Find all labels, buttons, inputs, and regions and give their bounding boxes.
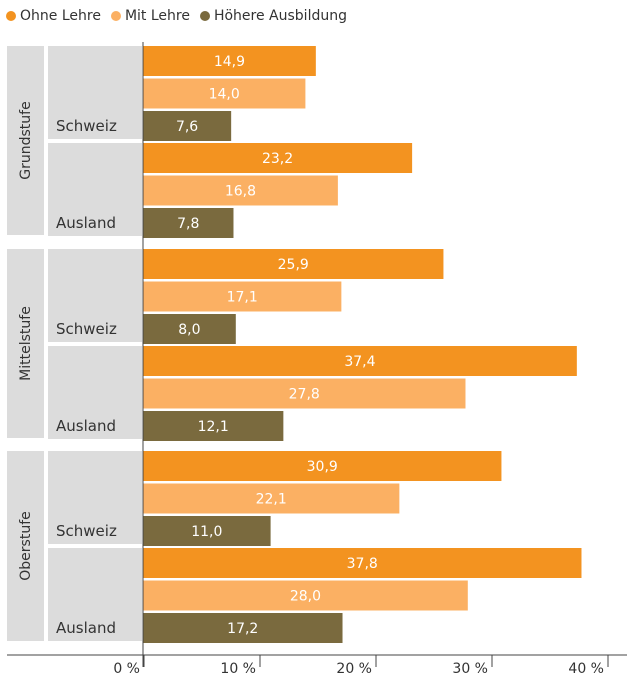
bar (143, 175, 338, 206)
bar (143, 516, 271, 546)
data-label: 27,8 (289, 387, 320, 403)
bar (143, 249, 444, 279)
data-label: 7,6 (176, 119, 198, 135)
x-tick-label: 10 % (220, 661, 256, 677)
group-label: Grundstufe (18, 101, 34, 179)
bar (143, 483, 400, 514)
x-tick-label: 20 % (336, 661, 372, 677)
bar (143, 281, 342, 312)
legend-item-hoehere-ausbildung: Höhere Ausbildung (199, 8, 347, 24)
subgroup-label: Ausland (56, 619, 116, 637)
bar (143, 548, 582, 578)
group-panel (7, 451, 44, 641)
subgroup-panel (48, 143, 142, 236)
bar (143, 111, 232, 141)
subgroup-label: Schweiz (56, 522, 117, 540)
group-panel (7, 46, 44, 235)
data-label: 11,0 (191, 524, 222, 540)
bar (143, 580, 468, 611)
group-label: Oberstufe (18, 511, 34, 580)
data-label: 37,4 (344, 354, 375, 370)
legend-label-mit-lehre: Mit Lehre (124, 8, 190, 24)
data-label: 25,9 (278, 257, 309, 273)
legend-item-ohne-lehre: Ohne Lehre (6, 8, 101, 24)
x-tick-label: 0 % (113, 661, 140, 677)
data-label: 23,2 (262, 151, 293, 167)
group-label: Mittelstufe (18, 306, 34, 381)
group-panel (7, 249, 44, 438)
bar (143, 378, 466, 409)
legend-dot-mit-lehre (110, 11, 121, 21)
x-tick-label: 30 % (452, 661, 488, 677)
bar (143, 143, 413, 173)
bar (143, 78, 306, 109)
bar (143, 613, 343, 643)
subgroup-panel (48, 548, 142, 641)
subgroup-label: Schweiz (56, 320, 117, 338)
bar (143, 46, 316, 76)
data-label: 30,9 (307, 459, 338, 475)
bar (143, 208, 234, 238)
data-label: 16,8 (225, 184, 256, 200)
data-label: 14,0 (209, 87, 240, 103)
subgroup-label: Schweiz (56, 117, 117, 135)
legend: Ohne Lehre Mit Lehre Höhere Ausbildung (6, 8, 347, 24)
bar (143, 346, 577, 376)
bar (143, 451, 502, 481)
subgroup-label: Ausland (56, 214, 116, 232)
data-label: 17,2 (227, 621, 258, 637)
data-label: 8,0 (178, 322, 200, 338)
subgroup-panel (48, 346, 142, 439)
data-label: 7,8 (177, 216, 199, 232)
legend-item-mit-lehre: Mit Lehre (110, 8, 190, 24)
bar (143, 314, 236, 344)
data-label: 14,9 (214, 54, 245, 70)
subgroup-panel (48, 46, 142, 139)
data-label: 22,1 (256, 492, 287, 508)
bar (143, 411, 284, 441)
legend-label-ohne-lehre: Ohne Lehre (20, 8, 101, 24)
legend-label-hoehere-ausbildung: Höhere Ausbildung (213, 8, 347, 24)
x-tick-label: 40 % (568, 661, 604, 677)
legend-dot-hoehere-ausbildung (199, 11, 210, 21)
data-label: 37,8 (347, 556, 378, 572)
subgroup-label: Ausland (56, 417, 116, 435)
data-label: 17,1 (227, 290, 258, 306)
subgroup-panel (48, 249, 142, 342)
data-label: 28,0 (290, 589, 321, 605)
subgroup-panel (48, 451, 142, 544)
legend-dot-ohne-lehre (6, 11, 16, 21)
data-label: 12,1 (198, 419, 229, 435)
